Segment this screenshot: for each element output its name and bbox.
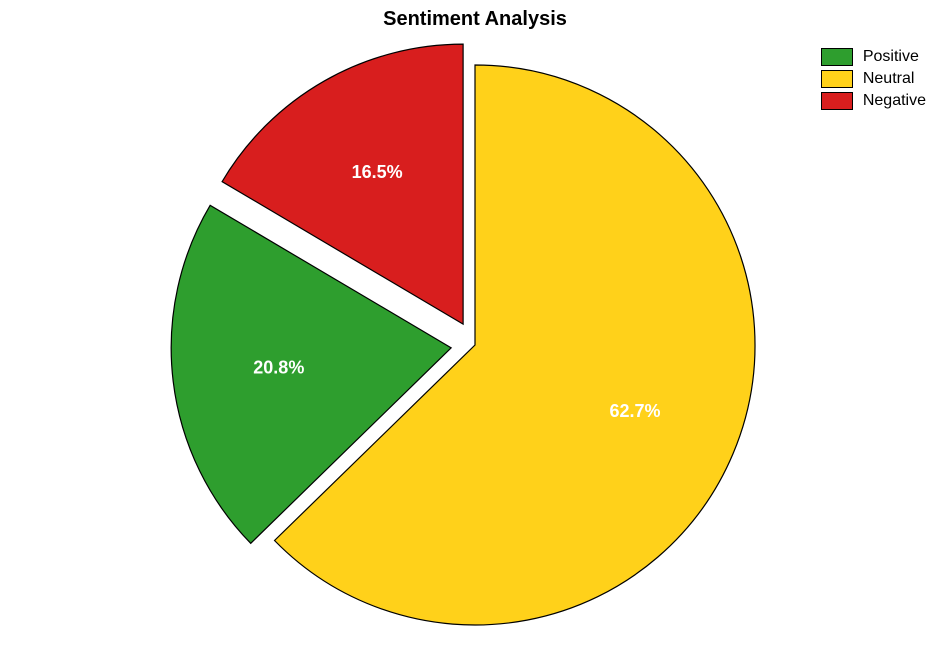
legend-label: Positive [863,48,919,66]
chart-legend: Positive Neutral Negative [821,48,926,114]
legend-swatch [821,48,853,66]
legend-item: Neutral [821,70,926,88]
legend-label: Neutral [863,70,915,88]
pie-slice-label: 20.8% [253,357,304,377]
pie-slice-label: 62.7% [609,401,660,421]
pie-svg: 62.7% 20.8% 16.5% [0,0,950,662]
legend-swatch [821,70,853,88]
legend-item: Positive [821,48,926,66]
legend-item: Negative [821,92,926,110]
sentiment-pie-chart: Sentiment Analysis 62.7%20.8%16.5% Posit… [0,0,950,662]
legend-label: Negative [863,92,926,110]
pie-slice-label: 16.5% [352,162,403,182]
legend-swatch [821,92,853,110]
